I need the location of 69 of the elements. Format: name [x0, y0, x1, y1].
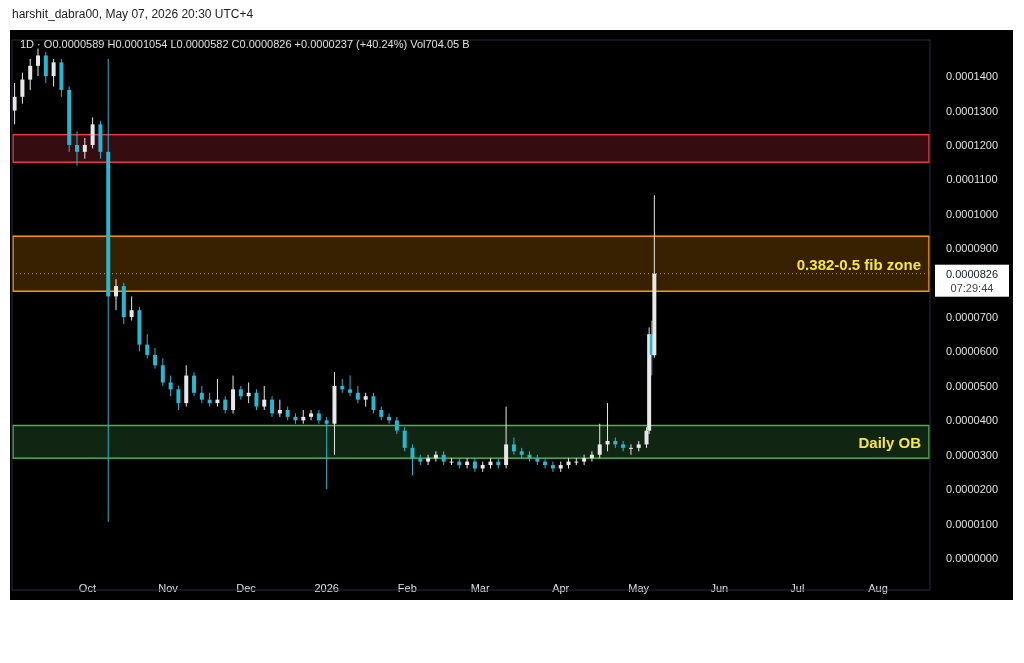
- band-label: 0.382-0.5 fib zone: [796, 255, 921, 273]
- candlestick: [348, 375, 353, 397]
- y-tick-label: 0.0000300: [946, 448, 998, 461]
- candlestick: [270, 395, 275, 418]
- candlestick: [75, 130, 80, 167]
- candlestick: [511, 437, 516, 456]
- x-tick-label: Oct: [78, 582, 96, 594]
- candlestick: [176, 385, 181, 411]
- candlestick: [28, 58, 33, 91]
- candlestick: [472, 457, 477, 473]
- candlestick: [82, 137, 87, 160]
- y-tick-label: 0.0000700: [946, 311, 998, 324]
- x-tick-label: Jun: [710, 582, 729, 594]
- y-tick-label: 0.0000500: [946, 379, 998, 392]
- candlestick: [324, 416, 329, 490]
- x-tick-label: Feb: [397, 582, 417, 594]
- candlestick: [20, 72, 25, 105]
- y-tick-label: 0.0001300: [946, 104, 998, 117]
- candlestick: [262, 385, 267, 411]
- candlestick: [12, 82, 17, 125]
- candlestick: [145, 333, 150, 359]
- candlestick: [90, 116, 95, 149]
- band-label: Daily OB: [858, 433, 922, 451]
- y-tick-label: 0.0001000: [946, 207, 998, 220]
- candlestick: [36, 48, 41, 77]
- y-tick-label: 0.0000600: [946, 345, 998, 358]
- candlestick: [192, 371, 197, 397]
- x-tick-label: 2026: [314, 582, 339, 594]
- y-tick-label: 0.0000100: [946, 517, 998, 530]
- candlestick: [504, 406, 509, 469]
- candlestick: [355, 385, 360, 404]
- candlestick: [582, 454, 587, 466]
- y-tick-label: 0.0000200: [946, 483, 998, 496]
- x-tick-label: Jul: [790, 582, 805, 594]
- chart-title: 1D · O0.0000589 H0.0001054 L0.0000582 C0.0000826 +0.0000237 (+40.24%) Vol704.05 B: [20, 38, 470, 50]
- candlestick: [129, 295, 134, 322]
- ref-line-label: 0.0000826: [946, 267, 998, 280]
- candlestick: [426, 454, 431, 466]
- candlestick: [254, 388, 259, 411]
- y-tick-label: 0.0000000: [946, 551, 998, 564]
- x-tick-label: Aug: [868, 582, 888, 594]
- candlestick: [621, 440, 626, 452]
- candlestick: [316, 409, 321, 425]
- candlestick: [371, 392, 376, 414]
- candlestick: [410, 443, 415, 476]
- candlestick: [168, 375, 173, 397]
- y-tick-label: 0.0000900: [946, 242, 998, 255]
- candlestick: [231, 375, 236, 414]
- x-tick-label: Mar: [470, 582, 490, 594]
- candlestick: [43, 51, 48, 84]
- x-tick-label: Nov: [158, 582, 179, 594]
- x-tick-label: Apr: [552, 582, 570, 594]
- candlestick: [628, 443, 633, 456]
- y-tick-label: 0.0001100: [946, 173, 998, 186]
- y-tick-label: 0.0000400: [946, 414, 998, 427]
- candlestick: [51, 58, 56, 87]
- candlestick: [402, 426, 407, 452]
- y-tick-label: 0.0001400: [946, 70, 998, 83]
- candlestick: [309, 409, 314, 421]
- candlestick: [153, 347, 158, 370]
- text: 07:29:44: [950, 281, 994, 294]
- candlestick: [597, 423, 602, 459]
- x-tick-label: May: [628, 582, 650, 594]
- y-tick-label: 0.0001200: [946, 138, 998, 151]
- candlestick: [160, 357, 165, 387]
- candlestick: [550, 461, 555, 473]
- candlestick: [114, 278, 119, 311]
- chart-subtitle: harshit_dabra00, May 07, 2026 20:30 UTC+4: [12, 7, 254, 21]
- x-tick-label: Dec: [236, 582, 257, 594]
